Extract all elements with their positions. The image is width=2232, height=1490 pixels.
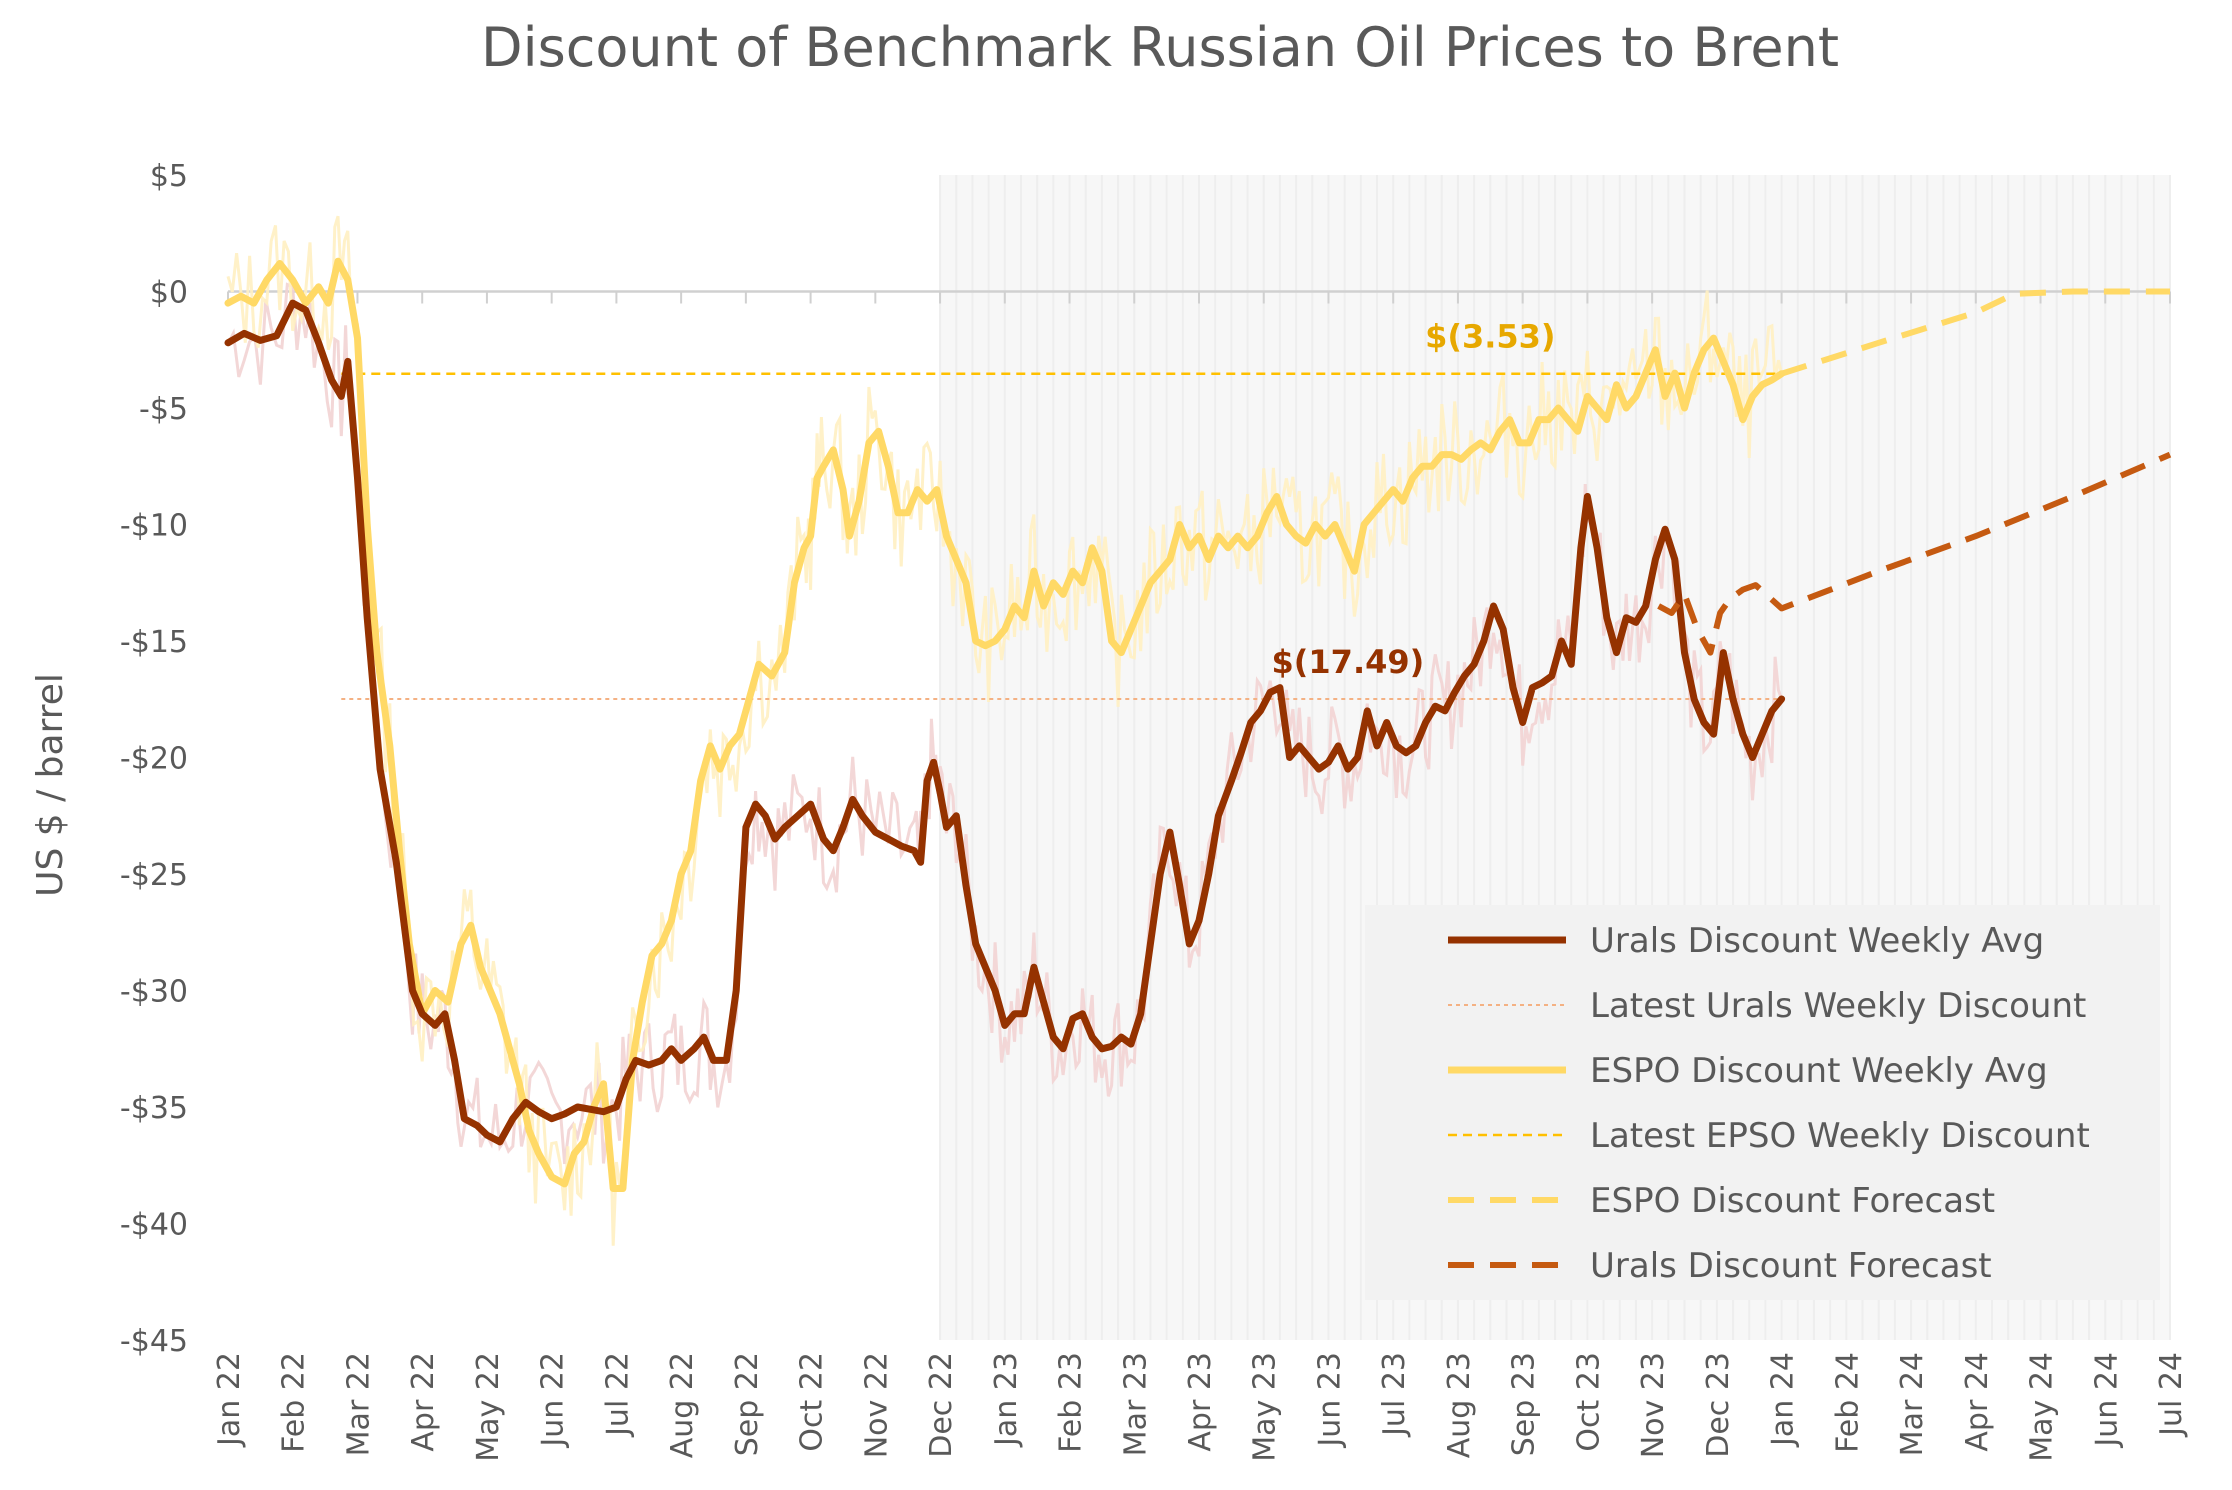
x-tick-label: Apr 24 (1960, 1352, 1995, 1452)
y-tick-label: -$40 (120, 1208, 188, 1243)
x-tick-label: Jan 23 (989, 1352, 1024, 1448)
x-tick-label: Dec 22 (924, 1352, 959, 1458)
x-tick-label: May 23 (1248, 1352, 1283, 1462)
y-tick-label: -$20 (120, 742, 188, 777)
y-tick-label: -$35 (120, 1091, 188, 1126)
x-tick-label: Jul 22 (600, 1352, 635, 1438)
x-tick-label: Aug 23 (1442, 1352, 1477, 1458)
chart-title: Discount of Benchmark Russian Oil Prices… (481, 16, 1839, 79)
x-tick-label: Jul 24 (2154, 1352, 2189, 1438)
x-tick-label: Feb 23 (1054, 1352, 1089, 1453)
series-urals-discount-weekly-avg (224, 299, 1786, 1146)
x-tick-label: Jun 23 (1312, 1352, 1347, 1449)
y-tick-label: -$30 (120, 975, 188, 1010)
legend: Urals Discount Weekly Avg Latest Urals We… (1365, 905, 2160, 1300)
annotation-label: $(3.53) (1425, 318, 1555, 356)
y-tick-label: $5 (150, 159, 188, 194)
x-tick-label: May 22 (471, 1352, 506, 1462)
legend-label: Latest EPSO Weekly Discount (1590, 1116, 2090, 1156)
plot-area: $5 $0 -$5 -$10 -$15 -$20 -$25 -$30 -$35 -$40 -$45 J… (120, 159, 2189, 1462)
x-tick-label: Jan 24 (1766, 1352, 1801, 1448)
series-urals-discount-forecast (1657, 451, 2172, 656)
x-tick-label: Nov 22 (859, 1352, 894, 1458)
x-tick-label: Sep 23 (1507, 1352, 1542, 1456)
y-axis-label: US $ / barrel (30, 673, 71, 897)
x-tick-label: Mar 22 (341, 1352, 376, 1456)
x-tick-label: May 24 (2025, 1352, 2060, 1462)
x-tick-label: Mar 24 (1895, 1352, 1930, 1456)
series-espo-discount-weekly-avg (224, 257, 1786, 1192)
y-tick-label: $0 (150, 276, 188, 311)
urals-daily-noise (226, 282, 1784, 1165)
x-tick-label: Aug 22 (665, 1352, 700, 1458)
legend-box (1365, 905, 2160, 1300)
x-tick-label: Apr 23 (1183, 1352, 1218, 1452)
x-tick-label: Feb 24 (1830, 1352, 1865, 1453)
y-tick-label: -$45 (120, 1324, 188, 1359)
x-tick-label: Jul 23 (1377, 1352, 1412, 1438)
x-tick-label: Oct 22 (795, 1352, 830, 1452)
legend-label: ESPO Discount Weekly Avg (1590, 1051, 2048, 1091)
x-tick-label: Sep 22 (730, 1352, 765, 1456)
y-tick-label: -$25 (120, 858, 188, 893)
x-tick-label: Jun 22 (536, 1352, 571, 1449)
x-tick-label: Mar 23 (1118, 1352, 1153, 1456)
y-tick-label: -$5 (139, 392, 188, 427)
x-tick-label: Dec 23 (1701, 1352, 1736, 1458)
annotation-label: $(17.49) (1272, 643, 1425, 681)
y-tick-label: -$15 (120, 625, 188, 660)
x-tick-label: Apr 22 (406, 1352, 441, 1452)
x-tick-label: Nov 23 (1636, 1352, 1671, 1458)
legend-label: ESPO Discount Forecast (1590, 1181, 1995, 1221)
x-tick-label: Oct 23 (1571, 1352, 1606, 1452)
x-tick-label: Jan 22 (212, 1352, 247, 1448)
x-tick-label: Jun 24 (2089, 1352, 2124, 1449)
legend-label: Urals Discount Weekly Avg (1590, 921, 2044, 961)
y-tick-label: -$10 (120, 509, 188, 544)
x-tick-label: Feb 22 (277, 1352, 312, 1453)
series-espo-discount-forecast (1780, 288, 2170, 377)
legend-label: Latest Urals Weekly Discount (1590, 986, 2086, 1026)
legend-label: Urals Discount Forecast (1590, 1246, 1992, 1286)
